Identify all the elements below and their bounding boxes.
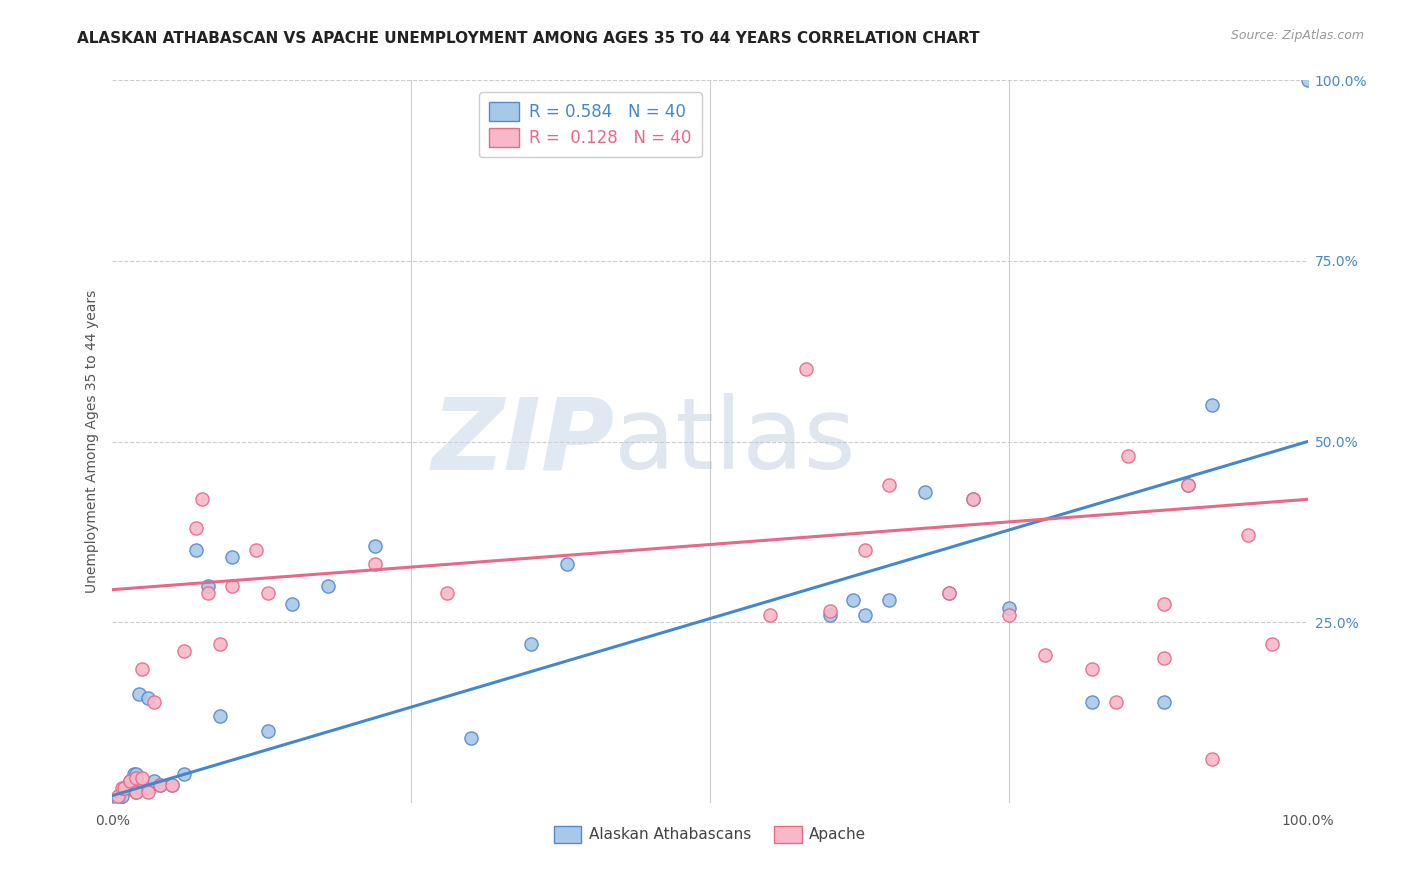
Point bbox=[1081, 662, 1104, 676]
Point bbox=[1153, 651, 1175, 665]
Point bbox=[111, 789, 134, 803]
Point bbox=[1153, 695, 1175, 709]
Point bbox=[1296, 73, 1319, 87]
Point bbox=[149, 778, 172, 792]
Point bbox=[125, 785, 148, 799]
Point bbox=[257, 723, 280, 738]
Point bbox=[131, 771, 153, 785]
Point bbox=[120, 781, 142, 796]
Point bbox=[555, 558, 578, 572]
Point bbox=[197, 579, 219, 593]
Point bbox=[143, 695, 166, 709]
Point bbox=[1081, 695, 1104, 709]
Point bbox=[1153, 597, 1175, 611]
Point bbox=[855, 607, 877, 622]
Point bbox=[1033, 648, 1056, 662]
Point bbox=[120, 774, 142, 789]
Point bbox=[364, 558, 387, 572]
Point bbox=[186, 521, 208, 535]
Point bbox=[460, 731, 482, 745]
Point bbox=[938, 586, 960, 600]
Point bbox=[125, 785, 148, 799]
Point bbox=[128, 687, 150, 701]
Y-axis label: Unemployment Among Ages 35 to 44 years: Unemployment Among Ages 35 to 44 years bbox=[84, 290, 98, 593]
Point bbox=[842, 593, 865, 607]
Point bbox=[914, 485, 936, 500]
Point bbox=[162, 778, 183, 792]
Point bbox=[855, 542, 877, 557]
Point bbox=[120, 774, 142, 789]
Point bbox=[173, 644, 195, 658]
Point bbox=[281, 597, 304, 611]
Text: Source: ZipAtlas.com: Source: ZipAtlas.com bbox=[1230, 29, 1364, 42]
Point bbox=[191, 492, 214, 507]
Point bbox=[316, 579, 339, 593]
Point bbox=[125, 771, 148, 785]
Point bbox=[998, 607, 1021, 622]
Point bbox=[107, 789, 129, 803]
Point bbox=[1201, 398, 1223, 412]
Point bbox=[1261, 637, 1284, 651]
Point bbox=[1177, 478, 1199, 492]
Point bbox=[209, 709, 232, 723]
Text: ZIP: ZIP bbox=[432, 393, 614, 490]
Point bbox=[1201, 752, 1223, 766]
Point bbox=[197, 586, 219, 600]
Point bbox=[759, 607, 782, 622]
Point bbox=[794, 362, 817, 376]
Point bbox=[221, 579, 243, 593]
Point bbox=[818, 607, 841, 622]
Point bbox=[173, 767, 195, 781]
Point bbox=[1118, 449, 1140, 463]
Point bbox=[111, 781, 134, 796]
Text: atlas: atlas bbox=[614, 393, 856, 490]
Point bbox=[107, 792, 129, 806]
Point bbox=[879, 478, 901, 492]
Point bbox=[209, 637, 232, 651]
Point bbox=[364, 539, 387, 553]
Point bbox=[938, 586, 960, 600]
Point bbox=[962, 492, 984, 507]
Point bbox=[114, 781, 135, 796]
Point bbox=[257, 586, 280, 600]
Point bbox=[436, 586, 458, 600]
Point bbox=[143, 774, 166, 789]
Point bbox=[221, 550, 243, 565]
Point bbox=[962, 492, 984, 507]
Point bbox=[998, 600, 1021, 615]
Point bbox=[114, 781, 135, 796]
Point bbox=[818, 604, 841, 618]
Point bbox=[162, 778, 183, 792]
Point bbox=[1237, 528, 1260, 542]
Point bbox=[1177, 478, 1199, 492]
Point bbox=[138, 691, 160, 706]
Point bbox=[520, 637, 543, 651]
Point bbox=[131, 781, 153, 796]
Point bbox=[879, 593, 901, 607]
Point bbox=[122, 767, 145, 781]
Point bbox=[138, 785, 160, 799]
Point bbox=[149, 778, 172, 792]
Point bbox=[1105, 695, 1128, 709]
Point bbox=[186, 542, 208, 557]
Point bbox=[125, 767, 148, 781]
Text: ALASKAN ATHABASCAN VS APACHE UNEMPLOYMENT AMONG AGES 35 TO 44 YEARS CORRELATION : ALASKAN ATHABASCAN VS APACHE UNEMPLOYMEN… bbox=[77, 31, 980, 46]
Point bbox=[138, 781, 160, 796]
Point bbox=[131, 662, 153, 676]
Point bbox=[245, 542, 267, 557]
Legend: Alaskan Athabascans, Apache: Alaskan Athabascans, Apache bbox=[547, 820, 873, 849]
